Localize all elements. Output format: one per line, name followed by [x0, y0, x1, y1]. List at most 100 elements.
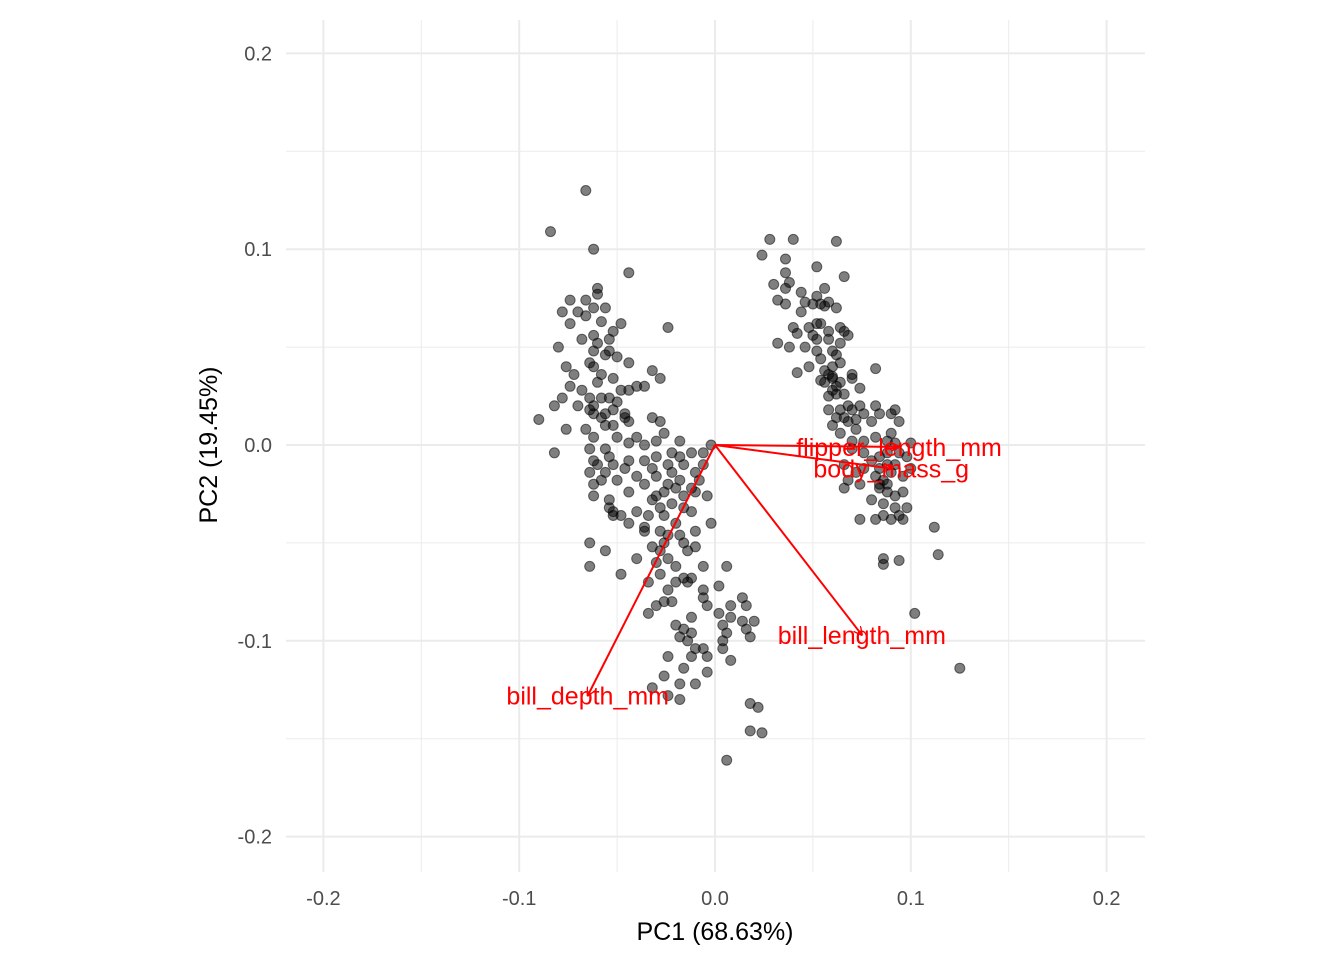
score-point — [592, 459, 603, 471]
score-point — [721, 560, 733, 572]
score-point — [701, 666, 713, 678]
score-point — [811, 333, 823, 345]
score-point — [631, 470, 643, 482]
score-point — [654, 372, 666, 384]
score-point — [830, 302, 842, 314]
score-point — [780, 298, 791, 310]
score-point — [662, 553, 674, 565]
score-point — [639, 525, 650, 537]
score-point — [717, 643, 729, 655]
y-axis-title: PC2 (19.45%) — [195, 366, 223, 523]
score-point — [901, 451, 913, 463]
score-point — [646, 365, 658, 377]
score-point — [670, 482, 682, 494]
score-point — [932, 549, 944, 561]
score-point — [533, 414, 545, 425]
score-point — [721, 754, 733, 766]
score-point — [662, 322, 674, 333]
score-point — [854, 478, 866, 490]
score-point — [682, 545, 694, 557]
score-point — [584, 560, 596, 572]
score-point — [783, 341, 795, 353]
score-point — [686, 651, 697, 662]
x-tick-label: 0.1 — [897, 888, 925, 910]
score-point — [631, 380, 643, 392]
score-point — [870, 363, 882, 375]
score-point — [689, 525, 701, 537]
score-point — [830, 235, 842, 247]
score-point — [701, 490, 713, 502]
score-point — [815, 353, 827, 365]
score-point — [623, 486, 635, 498]
score-point — [611, 431, 623, 443]
score-point — [791, 367, 803, 379]
score-point — [893, 555, 905, 566]
score-point — [552, 341, 564, 353]
score-point — [756, 727, 768, 739]
score-point — [639, 478, 650, 490]
score-point — [725, 611, 737, 623]
score-point — [631, 431, 643, 443]
score-point — [686, 447, 697, 459]
score-point — [850, 423, 862, 435]
score-point — [838, 388, 850, 400]
score-point — [780, 253, 791, 265]
score-point — [588, 490, 600, 502]
score-point — [599, 545, 611, 557]
score-point — [588, 361, 600, 373]
loading-label-bill_depth_mm: bill_depth_mm — [506, 683, 669, 711]
score-point — [838, 271, 850, 283]
score-point — [599, 349, 611, 361]
score-point — [568, 369, 580, 380]
score-point — [905, 463, 917, 474]
score-point — [564, 294, 576, 306]
score-point — [854, 382, 866, 394]
score-point — [631, 506, 643, 518]
x-axis-tick-labels: -0.2 -0.1 0.0 0.1 0.2 — [306, 888, 1120, 910]
score-point — [842, 416, 854, 427]
score-point — [603, 333, 615, 345]
score-point — [858, 447, 870, 459]
loading-arrow-body_mass_g — [714, 444, 891, 468]
score-point — [619, 463, 631, 474]
x-tick-label: -0.1 — [502, 888, 536, 910]
score-point — [650, 451, 662, 463]
score-point — [611, 351, 623, 363]
score-point — [811, 261, 823, 273]
score-point — [866, 494, 878, 506]
score-point — [662, 584, 674, 596]
score-point — [870, 431, 882, 443]
loading-label-flipper_length_mm: flipper_length_mm — [796, 434, 1002, 462]
score-point — [639, 455, 650, 467]
score-point — [658, 596, 670, 608]
score-point — [548, 447, 560, 459]
score-point — [885, 408, 897, 420]
score-point — [646, 682, 658, 694]
score-point — [874, 482, 885, 494]
score-point — [646, 494, 658, 506]
score-point — [650, 435, 662, 447]
score-points — [533, 185, 966, 766]
x-tick-label: -0.2 — [306, 888, 340, 910]
score-point — [556, 306, 568, 318]
score-point — [705, 517, 717, 529]
score-point — [572, 400, 584, 412]
score-point — [780, 267, 791, 279]
score-point — [588, 408, 600, 420]
score-point — [866, 416, 878, 427]
score-point — [576, 384, 588, 396]
score-point — [846, 404, 858, 416]
score-point — [877, 498, 889, 510]
score-point — [588, 302, 600, 314]
score-point — [580, 185, 592, 196]
score-point — [599, 302, 611, 314]
score-point — [909, 607, 921, 619]
x-axis-title: PC1 (68.63%) — [636, 918, 793, 946]
loading-label-body_mass_g: body_mass_g — [813, 455, 969, 483]
score-point — [854, 513, 866, 525]
score-point — [752, 701, 764, 713]
score-point — [584, 537, 596, 549]
score-point — [642, 510, 654, 521]
